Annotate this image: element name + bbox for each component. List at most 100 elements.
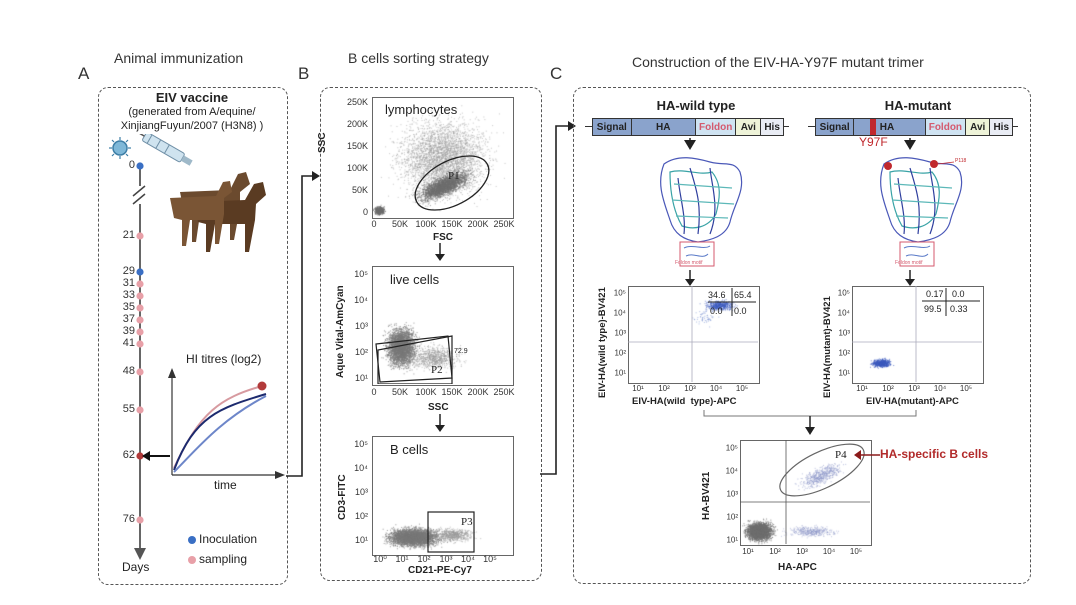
final-ylabel: HA-BV421 [701, 471, 712, 520]
arrow-down-mut-struct [904, 140, 916, 150]
mutation-site-marker-2 [930, 160, 938, 168]
p1-yticks-tick: 250K [346, 97, 368, 107]
p1-xticks-tick: 100K [415, 219, 437, 229]
construct-mut-title: HA-mutant [884, 98, 952, 113]
hi-titres-plot [168, 368, 285, 479]
facs-b-cells-xlabel: CD21-PE-Cy7 [408, 565, 472, 576]
timeline-day-label: 35 [122, 301, 135, 313]
vaccine-subtitle-1: (generated from A/equine/ [128, 106, 256, 118]
p1-yticks-tick: 50K [351, 185, 368, 195]
panel-c-letter: C [550, 64, 563, 83]
legend-sampling-label: sampling [199, 552, 248, 566]
quad-wt-q3: 0.0 [710, 306, 723, 316]
hi-curve-3 [173, 395, 267, 473]
q1-yticks-tick: 10⁵ [613, 288, 626, 298]
p118-label: P118 [955, 158, 967, 164]
annotation-arrow [854, 450, 880, 460]
structure-mut [880, 138, 963, 267]
gate-p3 [427, 511, 475, 553]
panel-a-title: Animal immunization [114, 50, 244, 66]
p1-xticks-tick: 150K [441, 219, 463, 229]
construct-wt-signal: Signal [593, 119, 632, 135]
q1-xticks-tick: 10¹ [632, 384, 644, 393]
merge-bracket [703, 410, 917, 435]
f-xticks-tick: 10¹ [742, 547, 754, 556]
quad-wt-scatter [629, 287, 759, 383]
construct-wt-title: HA-wild type [656, 98, 736, 113]
timeline-day-label: 55 [122, 403, 135, 415]
hi-titres-title: HI titres (log2) [186, 352, 262, 366]
p1-xticks-tick: 250K [493, 219, 515, 229]
construct-mut-line-left [808, 126, 816, 127]
timeline-dot-day-31 [136, 280, 144, 288]
facs-b-cells-scatter [373, 437, 513, 555]
timeline-day-label: 29 [122, 265, 135, 277]
timeline-dot-day-39 [136, 328, 144, 336]
p2-yticks-tick: 10¹ [354, 373, 368, 383]
p3-xticks-tick: 10¹ [395, 554, 409, 564]
quad-mut-xlabel: EIV-HA(mutant)-APC [866, 396, 959, 407]
q2-xticks-tick: 10¹ [856, 384, 868, 393]
panel-a-box [98, 87, 288, 585]
arrow-down-mut-plot [905, 270, 915, 286]
timeline-dot-day-41 [136, 340, 144, 348]
panel-c-box [573, 87, 1031, 584]
gate-p2-label: P2 [431, 364, 443, 376]
connector-b-c [540, 121, 576, 475]
q2-yticks-tick: 10² [838, 348, 850, 358]
timeline-day-label: 21 [122, 229, 135, 241]
virus-syringe-illustration [109, 134, 193, 166]
legend-inoculation-dot [188, 536, 196, 544]
q1-yticks-tick: 10² [614, 348, 626, 358]
quad-wt-q2: 65.4 [734, 290, 752, 300]
facs-b-cells-label: B cells [390, 442, 429, 457]
p1-yticks-tick: 0 [362, 207, 368, 217]
q2-yticks-tick: 10³ [838, 328, 850, 338]
construct-mut-signal: Signal [816, 119, 855, 135]
timeline-dot-day-35 [136, 304, 144, 312]
quad-mut-q4: 0.33 [950, 304, 968, 314]
panel-a-letter: A [78, 64, 90, 83]
p1-xticks-tick: 0 [371, 219, 377, 229]
timeline-dot-day-33 [136, 292, 144, 300]
facs-live-cells-scatter [373, 267, 513, 385]
panel-b-title: B cells sorting strategy [348, 50, 489, 66]
construct-mut-bar: Signal HA Foldon Avi His [815, 118, 1013, 136]
p2-yticks-tick: 10⁵ [354, 269, 368, 279]
timeline-dot-day-21 [136, 232, 144, 240]
f-xticks-tick: 10⁵ [849, 547, 863, 556]
construct-wt-bar: Signal HA Foldon Avi His [592, 118, 784, 136]
panel-b-box [320, 87, 542, 581]
p3-yticks-tick: 10³ [354, 487, 368, 497]
vaccine-title: EIV vaccine [155, 90, 229, 105]
quad-wt-ylabel: EIV-HA(wild type)-BV421 [597, 287, 608, 398]
q2-xticks-tick: 10⁵ [959, 384, 973, 393]
p2-xticks-tick: 50K [391, 387, 409, 397]
q1-yticks-tick: 10¹ [614, 368, 626, 378]
timeline-day-label: 37 [122, 313, 135, 325]
f-xticks-tick: 10⁴ [822, 547, 836, 556]
p3-xticks-tick: 10³ [439, 554, 453, 564]
q2-yticks-tick: 10⁵ [837, 288, 850, 298]
timeline-dot-day-55 [136, 406, 144, 414]
vaccine-subtitle-2: XinjiangFuyun/2007 (H3N8) ) [120, 120, 264, 132]
construct-wt-avi: Avi [736, 119, 762, 135]
p2-xticks-tick: 150K [441, 387, 463, 397]
timeline-day-label: 76 [122, 513, 135, 525]
hi-peak-dot [257, 381, 267, 391]
q1-xticks-tick: 10⁵ [735, 384, 749, 393]
p3-xticks-tick: 10⁵ [483, 554, 497, 564]
arrow-down-2 [435, 414, 445, 432]
quad-wt-lines [628, 286, 758, 382]
p2-xticks-tick: 200K [467, 387, 489, 397]
p1-yticks-tick: 100K [346, 163, 368, 173]
p2-yticks-tick: 10⁴ [354, 295, 368, 305]
axis-break-icon [132, 185, 146, 197]
p3-xticks-tick: 10² [417, 554, 431, 564]
gate-p4-label: P4 [835, 449, 847, 461]
final-xlabel: HA-APC [778, 562, 817, 573]
p3-yticks-tick: 10¹ [354, 535, 368, 545]
p2-xticks-tick: 250K [493, 387, 515, 397]
construct-mut-avi: Avi [965, 119, 991, 135]
p1-yticks-tick: 150K [346, 141, 368, 151]
